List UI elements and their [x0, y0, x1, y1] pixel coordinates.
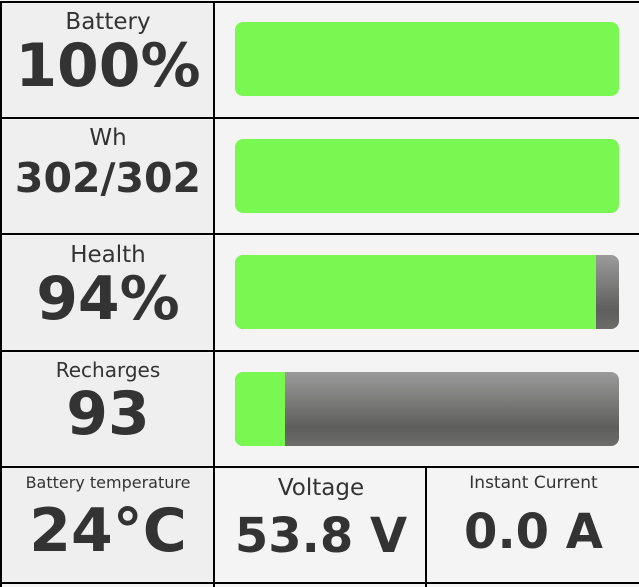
- recharges-bar-fill: [235, 372, 285, 446]
- grid-line: [0, 350, 639, 352]
- recharges-cell: Recharges 93: [2, 353, 214, 467]
- battery-label: Battery: [65, 9, 151, 35]
- wh-cell: Wh 302/302: [2, 120, 214, 234]
- grid-line: [425, 466, 427, 587]
- voltage-label: Voltage: [277, 475, 365, 501]
- temperature-label: Battery temperature: [25, 473, 191, 492]
- health-bar: [235, 255, 619, 329]
- battery-cell: Battery 100%: [2, 3, 214, 118]
- voltage-cell: Voltage 53.8 V: [216, 469, 426, 583]
- battery-bar: [235, 22, 619, 96]
- battery-value: 100%: [15, 31, 201, 101]
- current-label: Instant Current: [469, 473, 598, 493]
- recharges-label: Recharges: [55, 358, 161, 382]
- health-value: 94%: [36, 264, 180, 334]
- health-label: Health: [70, 242, 146, 268]
- temperature-value: 24°C: [29, 496, 187, 566]
- grid-line: [0, 466, 639, 468]
- wh-value: 302/302: [14, 154, 202, 202]
- wh-bar-fill: [235, 139, 619, 213]
- voltage-value: 53.8 V: [234, 508, 408, 564]
- grid-line: [0, 1, 639, 3]
- battery-bar-fill: [235, 22, 619, 96]
- grid-line: [213, 1, 215, 587]
- recharges-value: 93: [66, 379, 150, 449]
- health-bar-fill: [235, 255, 596, 329]
- current-cell: Instant Current 0.0 A: [428, 469, 639, 583]
- wh-bar: [235, 139, 619, 213]
- grid-line: [0, 1, 2, 587]
- grid-line: [0, 233, 639, 235]
- grid-line: [0, 582, 639, 584]
- temperature-cell: Battery temperature 24°C: [2, 469, 214, 583]
- health-cell: Health 94%: [2, 236, 214, 351]
- recharges-bar: [235, 372, 619, 446]
- current-value: 0.0 A: [464, 504, 603, 560]
- grid-line: [0, 117, 639, 119]
- wh-label: Wh: [89, 125, 127, 151]
